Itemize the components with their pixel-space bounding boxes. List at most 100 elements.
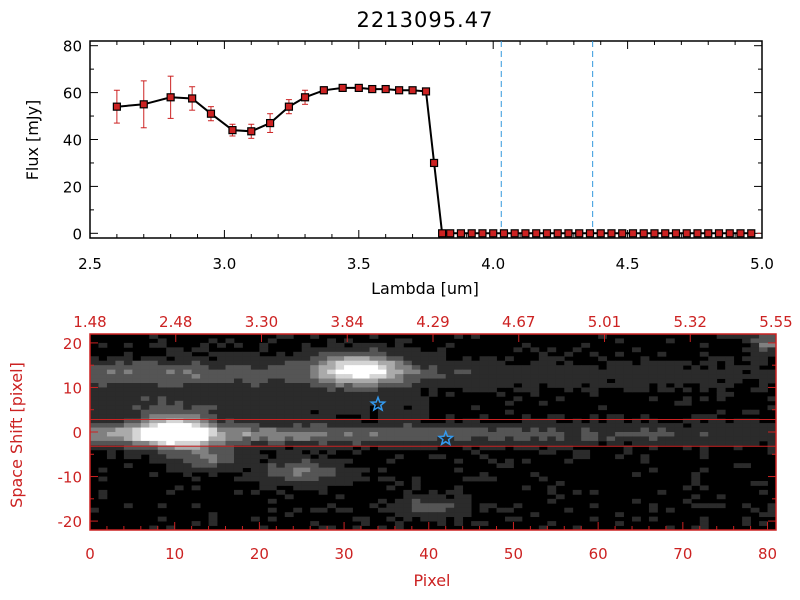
image-pixel [276,396,286,402]
image-pixel [217,365,226,371]
image-pixel [233,432,243,437]
image-pixel [708,383,718,388]
image-pixel [361,396,370,402]
image-pixel [742,427,751,433]
image-pixel [581,432,591,437]
image-pixel [200,365,209,371]
image-pixel [589,365,599,371]
image-pixel [293,485,303,491]
image-pixel [725,383,735,388]
image-pixel [420,414,430,420]
image-pixel [301,365,311,371]
image-pixel [335,445,345,451]
image-pixel [767,440,777,446]
image-pixel [344,360,353,366]
image-pixel [132,454,142,460]
image-pixel [708,436,718,442]
image-pixel [361,356,370,362]
image-pixel [183,396,193,402]
image-pixel [479,507,489,513]
image-pixel [183,467,193,473]
image-pixel [445,423,455,428]
image-pixel [648,374,658,379]
image-pixel [767,449,777,455]
image-pixel [555,427,565,433]
image-pixel [648,436,658,442]
image-pixel [318,440,328,446]
image-pixel [242,365,252,371]
image-pixel [242,378,252,384]
image-pixel [699,440,709,446]
image-pixel [581,374,591,379]
image-pixel [293,436,303,442]
image-pixel [547,489,557,495]
image-pixel [555,432,565,437]
image-pixel [123,396,133,402]
image-pixel [640,432,650,437]
image-pixel [665,338,675,344]
image-pixel [284,356,294,362]
image-pixel [699,342,709,348]
image-pixel [521,342,531,348]
image-pixel [276,489,286,495]
image-pixel [250,418,260,424]
image-pixel [530,432,540,437]
image-pixel [572,440,582,446]
image-pixel [504,432,514,437]
image-pixel [437,432,447,437]
image-pixel [369,365,379,371]
image-pixel [589,503,599,509]
data-point [650,229,659,238]
image-pixel [250,476,260,482]
image-pixel [318,507,328,513]
image-pixel [598,423,608,428]
image-pixel [335,507,345,513]
image-pixel [208,391,218,397]
image-pixel [623,360,633,366]
data-point [438,229,447,238]
image-pixel [691,472,701,477]
image-pixel [767,507,777,513]
image-pixel [615,440,624,446]
image-pixel [166,525,176,531]
image-pixel [750,507,760,513]
image-pixel [327,405,337,411]
image-pixel [648,507,658,513]
image-pixel [504,369,514,375]
image-pixel [361,436,370,442]
image-pixel [191,365,201,371]
image-pixel [513,432,523,437]
image-pixel [496,378,506,384]
image-pixel [174,440,184,446]
image-pixel [200,423,209,428]
image-pixel [521,378,531,384]
image-pixel [403,498,413,504]
image-pixel [250,458,260,464]
image-pixel [555,374,565,379]
image-pixel [335,463,345,469]
image-pixel [183,418,193,424]
image-pixel [191,356,201,362]
image-pixel [615,351,624,357]
image-pixel [149,360,159,366]
image-pixel [420,423,430,428]
image-pixel [623,449,633,455]
image-pixel [513,423,523,428]
image-pixel [276,356,286,362]
image-pixel [420,400,430,406]
image-pixel [293,476,303,482]
image-pixel [454,427,464,433]
image-pixel [352,436,362,442]
image-pixel [479,440,489,446]
image-pixel [530,383,540,388]
image-pixel [657,360,667,366]
image-pixel [217,427,226,433]
image-pixel [648,445,658,451]
image-pixel [98,365,108,371]
image-pixel [420,351,430,357]
image-pixel [504,463,514,469]
image-pixel [174,383,184,388]
spectrum-plot-frame [89,40,763,239]
image-pixel [327,481,337,486]
image-pixel [403,356,413,362]
